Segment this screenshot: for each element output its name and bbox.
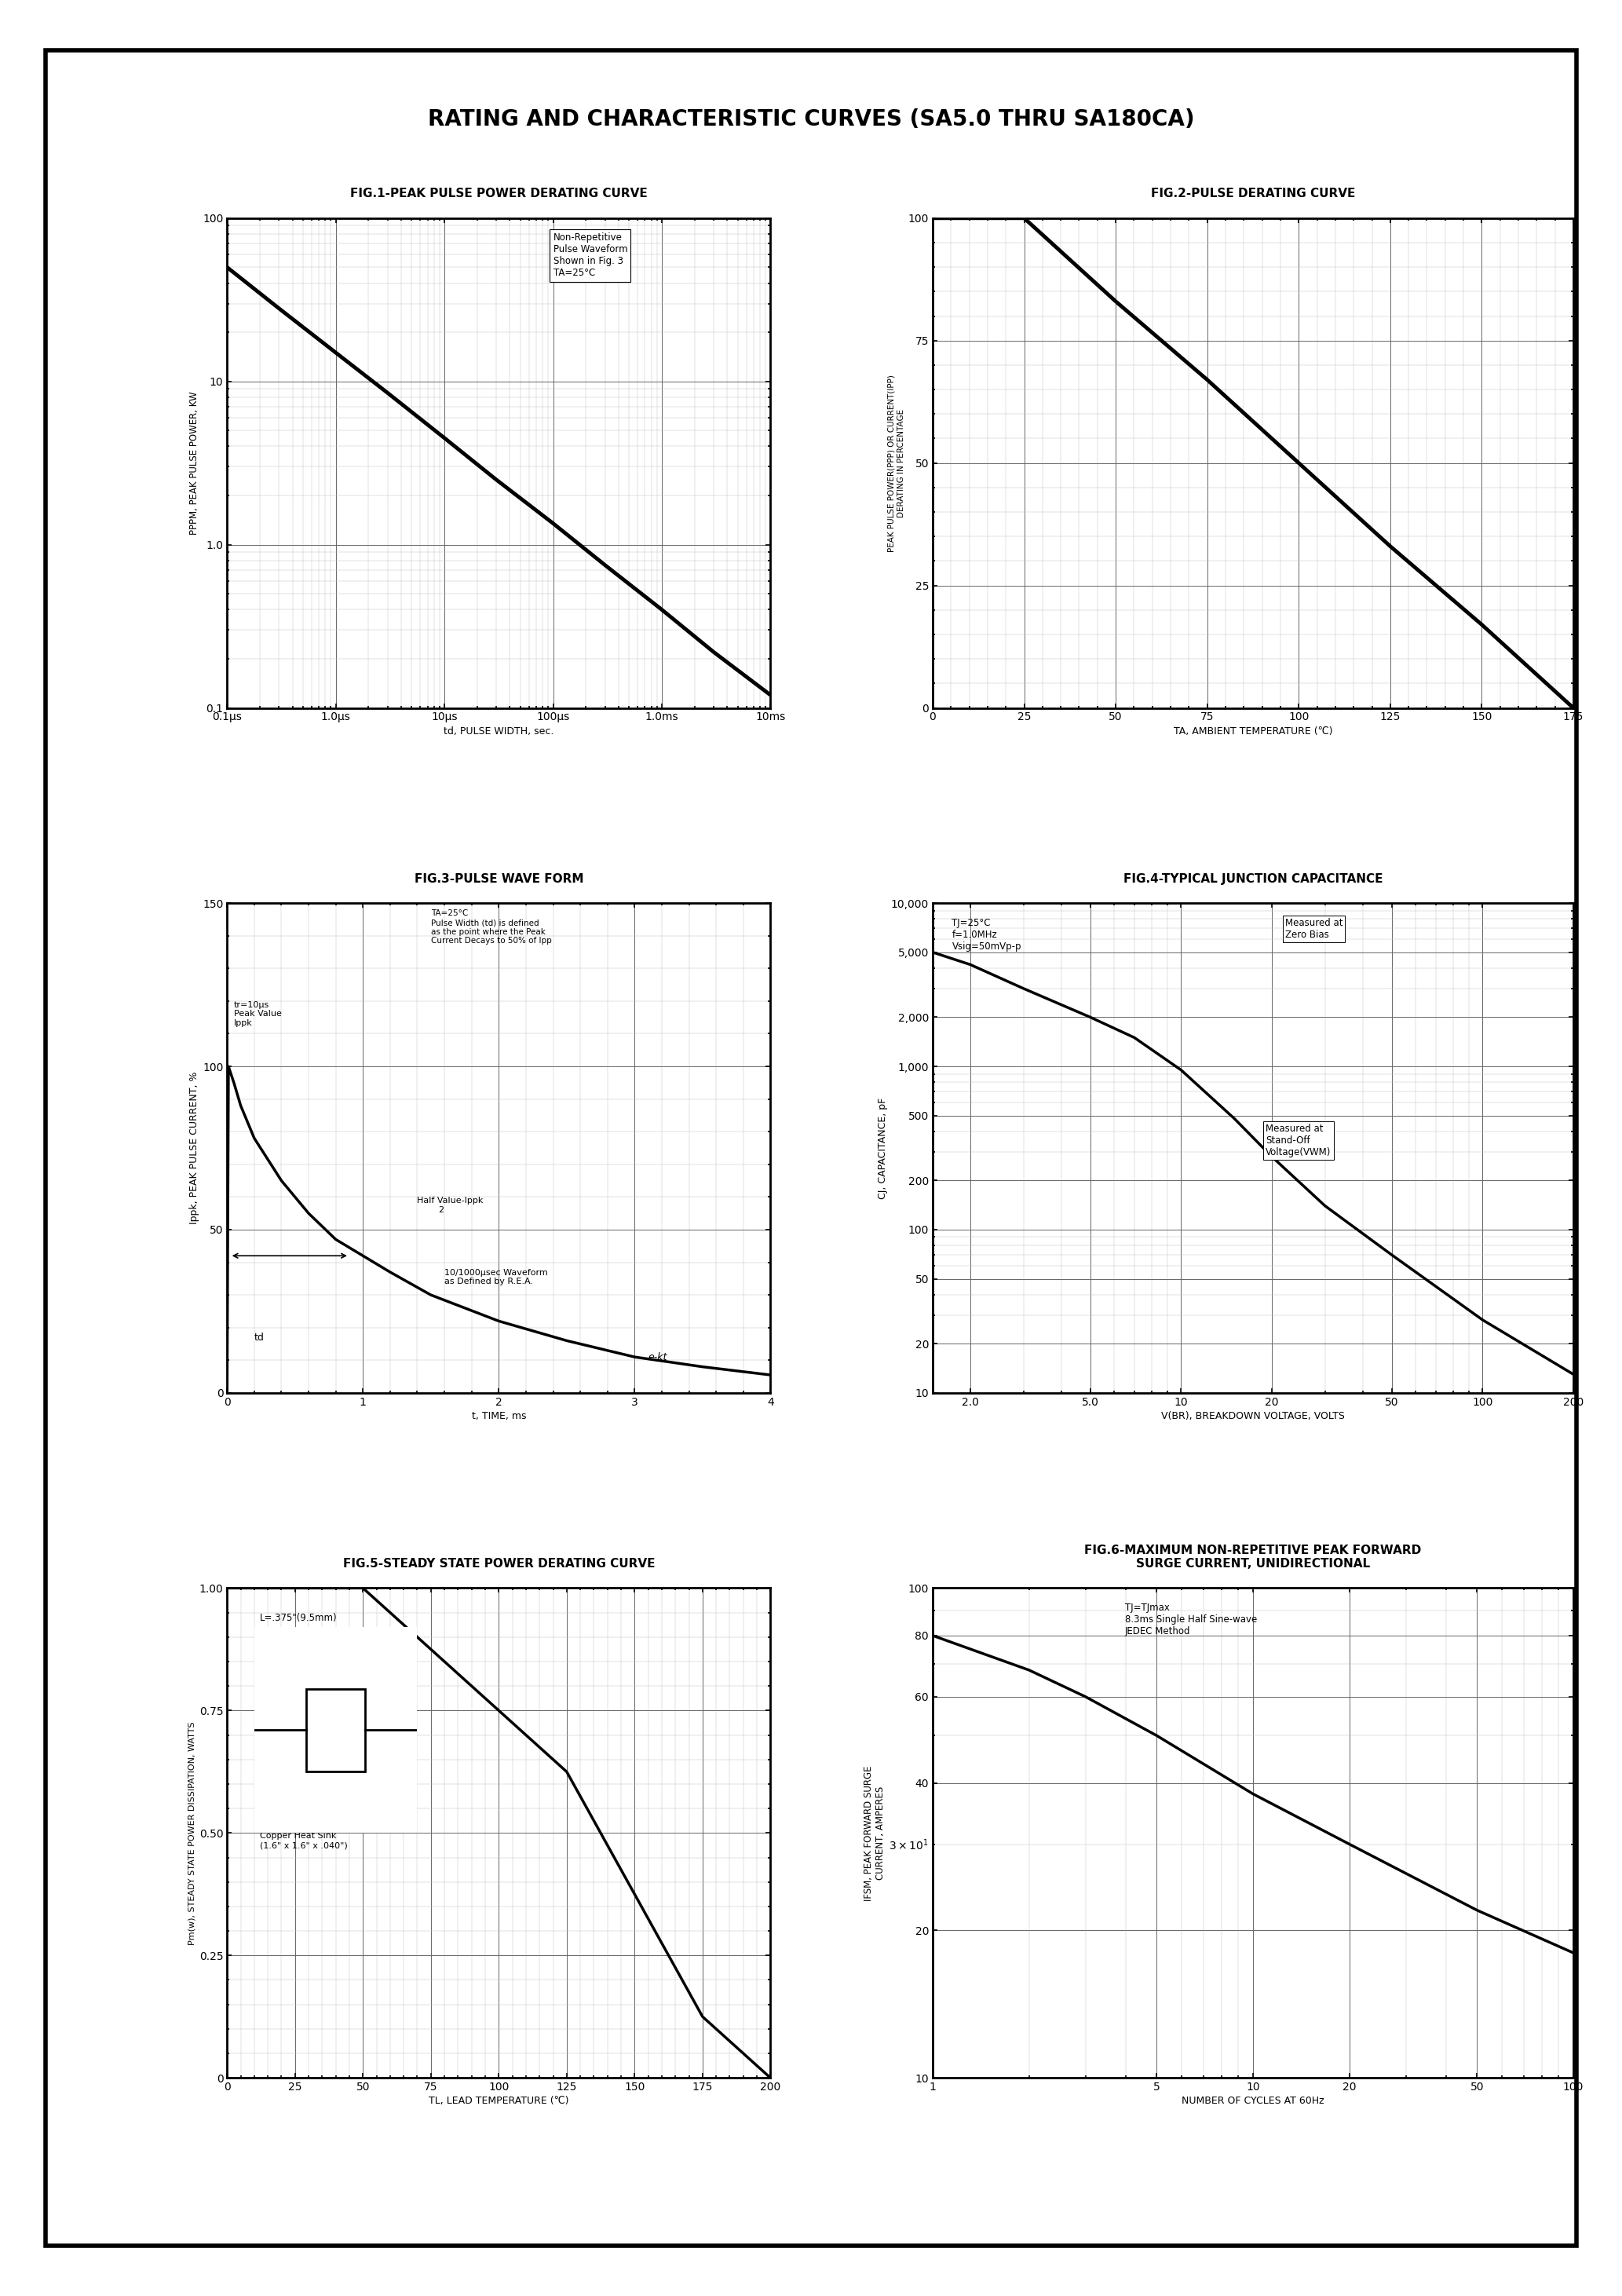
- Text: FIG.3-PULSE WAVE FORM: FIG.3-PULSE WAVE FORM: [414, 872, 584, 884]
- Text: tr=10µs
Peak Value
Ippk: tr=10µs Peak Value Ippk: [234, 1001, 282, 1026]
- Text: FIG.1-PEAK PULSE POWER DERATING CURVE: FIG.1-PEAK PULSE POWER DERATING CURVE: [350, 188, 647, 200]
- Text: td: td: [255, 1332, 264, 1343]
- Y-axis label: IFSM, PEAK FORWARD SURGE
CURRENT, AMPERES: IFSM, PEAK FORWARD SURGE CURRENT, AMPERE…: [865, 1766, 886, 1901]
- Text: L=.375"(9.5mm): L=.375"(9.5mm): [260, 1612, 337, 1623]
- X-axis label: TA, AMBIENT TEMPERATURE (℃): TA, AMBIENT TEMPERATURE (℃): [1173, 726, 1333, 737]
- Text: Non-Repetitive
Pulse Waveform
Shown in Fig. 3
TA=25°C: Non-Repetitive Pulse Waveform Shown in F…: [553, 232, 628, 278]
- X-axis label: t, TIME, ms: t, TIME, ms: [472, 1412, 526, 1421]
- Y-axis label: Pm(w), STEADY STATE POWER DISSIPATION, WATTS: Pm(w), STEADY STATE POWER DISSIPATION, W…: [188, 1722, 196, 1945]
- X-axis label: td, PULSE WIDTH, sec.: td, PULSE WIDTH, sec.: [444, 726, 553, 737]
- Text: Measured at
Stand-Off
Voltage(VWM): Measured at Stand-Off Voltage(VWM): [1265, 1123, 1332, 1157]
- Text: FIG.2-PULSE DERATING CURVE: FIG.2-PULSE DERATING CURVE: [1150, 188, 1356, 200]
- Y-axis label: CJ, CAPACITANCE, pF: CJ, CAPACITANCE, pF: [878, 1097, 887, 1199]
- Text: TJ=TJmax
8.3ms Single Half Sine-wave
JEDEC Method: TJ=TJmax 8.3ms Single Half Sine-wave JED…: [1126, 1603, 1257, 1637]
- Y-axis label: Ippk, PEAK PULSE CURRENT, %: Ippk, PEAK PULSE CURRENT, %: [190, 1072, 200, 1224]
- Text: e-kt: e-kt: [649, 1352, 667, 1362]
- Text: FIG.6-MAXIMUM NON-REPETITIVE PEAK FORWARD
SURGE CURRENT, UNIDIRECTIONAL: FIG.6-MAXIMUM NON-REPETITIVE PEAK FORWAR…: [1085, 1545, 1421, 1570]
- Text: 40mm x 40mm x 1mm
Copper Heat Sink
(1.6" x 1.6" x .040"): 40mm x 40mm x 1mm Copper Heat Sink (1.6"…: [260, 1823, 360, 1848]
- Text: TJ=25°C
f=1.0MHz
Vsig=50mVp-p: TJ=25°C f=1.0MHz Vsig=50mVp-p: [952, 918, 1022, 951]
- Text: 10/1000µsec Waveform
as Defined by R.E.A.: 10/1000µsec Waveform as Defined by R.E.A…: [444, 1270, 548, 1286]
- Text: FIG.5-STEADY STATE POWER DERATING CURVE: FIG.5-STEADY STATE POWER DERATING CURVE: [342, 1559, 655, 1570]
- Text: TA=25°C
Pulse Width (td) is defined
as the point where the Peak
Current Decays t: TA=25°C Pulse Width (td) is defined as t…: [431, 909, 551, 944]
- Text: Half Value-Ippk
        2: Half Value-Ippk 2: [417, 1196, 483, 1215]
- Text: Measured at
Zero Bias: Measured at Zero Bias: [1285, 918, 1343, 939]
- Y-axis label: PEAK PULSE POWER(PPP) OR CURRENT(IPP)
DERATING IN PERCENTAGE: PEAK PULSE POWER(PPP) OR CURRENT(IPP) DE…: [887, 374, 905, 551]
- Text: FIG.4-TYPICAL JUNCTION CAPACITANCE: FIG.4-TYPICAL JUNCTION CAPACITANCE: [1124, 872, 1382, 884]
- Y-axis label: PPPM, PEAK PULSE POWER, KW: PPPM, PEAK PULSE POWER, KW: [190, 390, 200, 535]
- X-axis label: V(BR), BREAKDOWN VOLTAGE, VOLTS: V(BR), BREAKDOWN VOLTAGE, VOLTS: [1161, 1412, 1345, 1421]
- Text: RATING AND CHARACTERISTIC CURVES (SA5.0 THRU SA180CA): RATING AND CHARACTERISTIC CURVES (SA5.0 …: [428, 108, 1194, 131]
- X-axis label: TL, LEAD TEMPERATURE (℃): TL, LEAD TEMPERATURE (℃): [428, 2096, 569, 2105]
- X-axis label: NUMBER OF CYCLES AT 60Hz: NUMBER OF CYCLES AT 60Hz: [1182, 2096, 1324, 2105]
